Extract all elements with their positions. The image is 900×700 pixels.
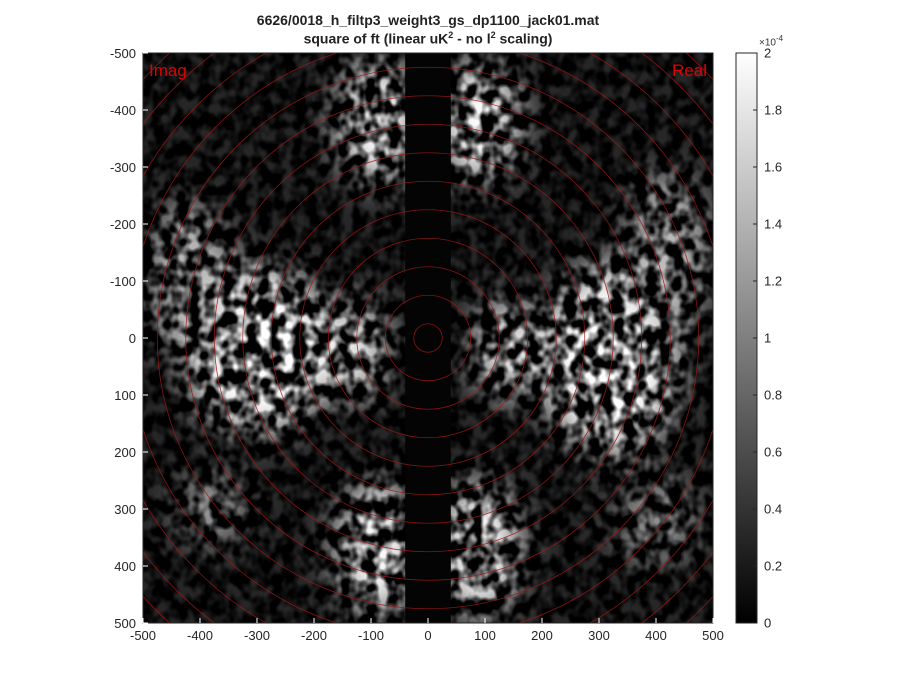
x-tick-label: 0 [424, 628, 431, 643]
ring-0 [413, 323, 443, 353]
x-tick-label: 100 [474, 628, 496, 643]
x-tick-label: -500 [130, 628, 156, 643]
colorbar-tick-label: 1.8 [764, 103, 782, 118]
subtitle-part-1: square of ft (linear uK [303, 30, 449, 47]
y-tick-label: 500 [114, 616, 136, 631]
x-tick-label: 300 [588, 628, 610, 643]
x-tick-label: 200 [531, 628, 553, 643]
colorbar-tick-label: 1.6 [764, 160, 782, 175]
x-axis: -500 -400 -300 -200 -100 0 100 200 300 400 500 [130, 618, 724, 643]
x-tick-label: 500 [702, 628, 724, 643]
corner-label-imag: Imag [149, 61, 187, 80]
masked-center-strip [405, 53, 451, 623]
colorbar-tick-label: 0.4 [764, 502, 782, 517]
ring-9 [156, 66, 700, 610]
colorbar-tick-label: 1 [764, 331, 771, 346]
colorbar-tick-label: 0 [764, 616, 771, 631]
y-tick-label: -100 [110, 274, 136, 289]
y-axis: -500 -400 -300 -200 -100 0 100 200 300 400 500 [110, 46, 148, 631]
chart-title: 6626/0018_h_filtp3_weight3_gs_dp1100_jac… [256, 12, 600, 28]
y-tick-label: 200 [114, 445, 136, 460]
colorbar-tick-label: 1.4 [764, 217, 782, 232]
colorbar-ticks: 0 0.2 0.4 0.6 0.8 1 1.2 1.4 1.6 1.8 2 [753, 46, 782, 631]
ring-overlay [143, 53, 713, 623]
ring-2 [356, 266, 500, 410]
ring-6 [242, 152, 614, 524]
subtitle-sup-1: 2 [448, 30, 454, 40]
y-tick-label: -200 [110, 217, 136, 232]
y-tick-label: 0 [129, 331, 136, 346]
chart-subtitle: square of ft (linear uK2 - no l2 scaling… [143, 30, 713, 47]
ring-4 [299, 209, 557, 467]
y-tick-label: -400 [110, 103, 136, 118]
ring-3 [327, 237, 529, 439]
colorbar-exponent-power: -4 [775, 34, 784, 43]
subtitle-part-2: - no l [453, 30, 491, 47]
x-tick-label: 400 [645, 628, 667, 643]
y-tick-label: -500 [110, 46, 136, 61]
x-tick-label: -300 [244, 628, 270, 643]
ring-8 [185, 95, 671, 581]
heatmap [143, 53, 713, 623]
subtitle-part-3: scaling) [495, 30, 553, 47]
x-tick-label: -100 [358, 628, 384, 643]
colorbar-tick-label: 1.2 [764, 274, 782, 289]
corner-label-real: Real [672, 61, 707, 80]
colorbar-exponent-base: ×10 [759, 37, 776, 49]
colorbar-tick-label: 0.6 [764, 445, 782, 460]
colorbar: 0 0.2 0.4 0.6 0.8 1 1.2 1.4 1.6 1.8 2 [735, 46, 782, 631]
subtitle-sup-2: 2 [490, 30, 496, 40]
colorbar-tick-label: 0.8 [764, 388, 782, 403]
y-tick-label: 300 [114, 502, 136, 517]
x-tick-label: -400 [187, 628, 213, 643]
y-tick-label: 400 [114, 559, 136, 574]
colorbar-tick-label: 0.2 [764, 559, 782, 574]
y-tick-label: 100 [114, 388, 136, 403]
x-tick-label: -200 [301, 628, 327, 643]
colorbar-exponent: ×10-4 [759, 34, 783, 48]
ring-1 [384, 294, 472, 382]
colorbar-tick-label: 2 [764, 46, 771, 61]
y-tick-label: -300 [110, 160, 136, 175]
ring-5 [270, 180, 586, 496]
ring-7 [213, 123, 643, 553]
